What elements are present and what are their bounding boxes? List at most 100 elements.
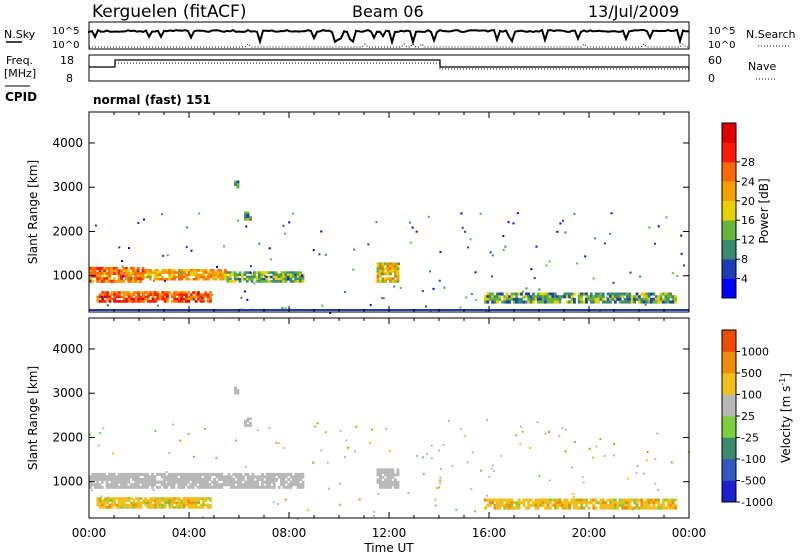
echo-cell bbox=[496, 506, 499, 510]
echo-cell bbox=[143, 475, 147, 479]
echo-cell bbox=[234, 475, 238, 479]
echo-cell bbox=[296, 483, 300, 487]
echo-cell bbox=[241, 275, 244, 279]
echo-cell bbox=[173, 291, 176, 294]
echo-cell bbox=[546, 300, 550, 304]
echo-cell bbox=[301, 472, 305, 476]
echo-cell bbox=[139, 291, 143, 294]
echo-cell bbox=[127, 279, 131, 283]
echo-cell bbox=[645, 300, 648, 304]
echo-pixel bbox=[576, 262, 579, 265]
echo-cell bbox=[143, 478, 147, 481]
echo-cell bbox=[211, 269, 215, 272]
echo-cell bbox=[156, 275, 159, 279]
echo-cell bbox=[214, 275, 218, 279]
echo-cell bbox=[484, 297, 487, 301]
echo-cell bbox=[647, 292, 651, 296]
echo-cell bbox=[209, 273, 213, 277]
echo-cell bbox=[508, 506, 511, 510]
echo-cell bbox=[251, 475, 255, 479]
echo-cell bbox=[189, 499, 193, 502]
echo-cell bbox=[155, 485, 159, 489]
echo-cell bbox=[243, 277, 247, 281]
x-tick-label: 20:00 bbox=[572, 526, 607, 540]
echo-cell bbox=[185, 501, 188, 505]
echo-cell bbox=[597, 295, 600, 299]
echo-cell bbox=[640, 503, 644, 507]
echo-cell bbox=[553, 503, 557, 507]
echo-cell bbox=[182, 503, 186, 507]
echo-cell bbox=[301, 485, 305, 489]
echo-cell bbox=[110, 297, 114, 301]
echo-cell bbox=[379, 272, 382, 276]
echo-pixel bbox=[111, 452, 114, 455]
echo-cell bbox=[606, 300, 610, 304]
x-tick-label: 12:00 bbox=[372, 526, 407, 540]
echo-cell bbox=[209, 497, 212, 500]
echo-cell bbox=[294, 277, 298, 281]
echo-cell bbox=[249, 478, 252, 481]
echo-cell bbox=[137, 503, 140, 507]
echo-cell bbox=[669, 501, 673, 505]
echo-cell bbox=[173, 295, 176, 299]
echo-pixel bbox=[603, 455, 606, 458]
echo-cell bbox=[179, 480, 183, 484]
echo-cell bbox=[294, 475, 298, 479]
echo-cell bbox=[536, 503, 540, 507]
echo-cell bbox=[101, 293, 105, 296]
echo-pixel bbox=[312, 249, 315, 252]
echo-pixel bbox=[644, 303, 647, 306]
echo-cell bbox=[103, 478, 107, 481]
echo-cell bbox=[234, 485, 238, 489]
echo-cell bbox=[626, 498, 629, 502]
echo-cell bbox=[650, 506, 653, 510]
echo-cell bbox=[224, 277, 227, 281]
echo-cell bbox=[98, 506, 102, 509]
echo-cell bbox=[182, 472, 185, 476]
echo-cell bbox=[635, 295, 639, 299]
echo-cell bbox=[246, 480, 250, 484]
echo-cell bbox=[115, 272, 119, 275]
echo-cell bbox=[244, 472, 248, 476]
echo-cell bbox=[517, 300, 521, 304]
echo-cell bbox=[197, 506, 200, 509]
echo-cell bbox=[89, 266, 92, 270]
echo-cell bbox=[120, 506, 124, 509]
echo-cell bbox=[589, 300, 593, 304]
echo-cell bbox=[534, 503, 538, 507]
echo-cell bbox=[146, 499, 150, 502]
echo-cell bbox=[108, 497, 112, 500]
echo-cell bbox=[113, 503, 117, 507]
echo-cell bbox=[484, 498, 487, 502]
echo-pixel bbox=[235, 439, 237, 442]
echo-cell bbox=[211, 271, 215, 274]
echo-cell bbox=[161, 295, 164, 299]
echo-cell bbox=[563, 498, 567, 502]
echo-cell bbox=[130, 300, 133, 303]
echo-cell bbox=[394, 480, 397, 484]
echo-cell bbox=[381, 470, 385, 474]
echo-pixel bbox=[645, 459, 648, 462]
echo-cell bbox=[379, 475, 382, 479]
echo-cell bbox=[148, 269, 152, 272]
echo-cell bbox=[496, 300, 499, 304]
echo-cell bbox=[379, 485, 382, 489]
echo-cell bbox=[389, 272, 392, 276]
echo-cell bbox=[101, 279, 104, 283]
echo-cell bbox=[201, 485, 205, 489]
echo-cell bbox=[170, 275, 174, 279]
echo-cell bbox=[642, 503, 646, 507]
echo-cell bbox=[638, 295, 641, 299]
echo-pixel bbox=[530, 268, 533, 271]
echo-cell bbox=[175, 300, 179, 303]
echo-pixel bbox=[548, 479, 551, 482]
echo-cell bbox=[139, 297, 143, 301]
echo-cell bbox=[175, 275, 179, 279]
echo-cell bbox=[599, 501, 603, 505]
echo-cell bbox=[251, 485, 255, 489]
echo-cell bbox=[189, 485, 193, 489]
echo-cell bbox=[136, 266, 140, 270]
colorbar-tick-label: 16 bbox=[741, 214, 755, 227]
echo-cell bbox=[120, 274, 123, 278]
echo-pixel bbox=[502, 249, 505, 251]
